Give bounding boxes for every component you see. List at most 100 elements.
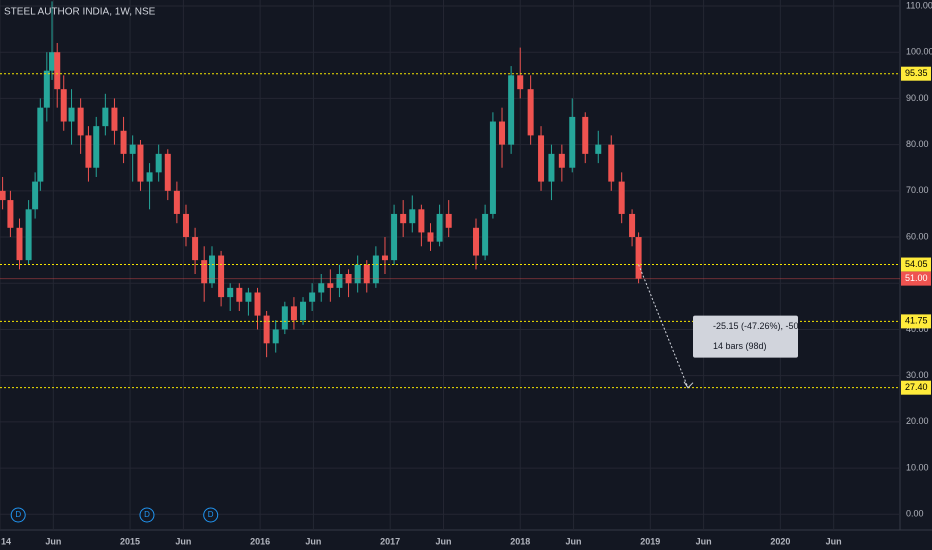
candle-body: [43, 70, 50, 108]
candle-body: [517, 75, 524, 90]
candle-body: [558, 153, 565, 168]
candle-body: [146, 172, 153, 182]
candle-body: [254, 292, 261, 316]
price-label: 95.35: [905, 68, 928, 78]
measure-box: [693, 315, 799, 358]
candle-body: [327, 283, 334, 288]
candle-body: [345, 274, 352, 284]
x-tick-label: Jun: [305, 536, 321, 546]
candle-body: [0, 190, 6, 201]
candle-body: [527, 89, 534, 136]
dividend-label: D: [208, 510, 214, 519]
candle-body: [85, 135, 92, 168]
x-tick-label: 2016: [250, 536, 270, 546]
candle-body: [635, 237, 642, 279]
candle-body: [290, 306, 297, 321]
candle-body: [263, 315, 270, 344]
last-price-bg: [901, 271, 931, 286]
candle-body: [618, 181, 625, 214]
dividend-label: D: [144, 510, 150, 519]
x-tick-label: Jun: [566, 536, 582, 546]
candle-body: [381, 255, 388, 261]
candle-body: [137, 144, 144, 182]
dividend-label: D: [15, 510, 21, 519]
candle-body: [49, 52, 56, 71]
candle-body: [201, 260, 208, 284]
y-tick-label: 70.00: [906, 185, 929, 195]
candle-body: [354, 264, 361, 284]
x-tick-label: Jun: [175, 536, 191, 546]
x-tick-label: Jun: [826, 536, 842, 546]
price-label-bg: [901, 257, 931, 272]
y-tick-label: 40.00: [906, 324, 929, 334]
price-label: 27.40: [905, 382, 928, 392]
candle-body: [93, 126, 100, 168]
last-price-label: 51.00: [905, 273, 928, 283]
y-tick-label: 10.00: [906, 462, 929, 472]
price-label-bg: [901, 314, 931, 329]
candle-body: [120, 130, 127, 154]
candle-body: [372, 255, 379, 284]
candle-body: [608, 144, 615, 182]
dividend-marker: [10, 507, 26, 523]
candle-body: [629, 213, 636, 238]
price-label-bg: [901, 380, 931, 395]
candle-body: [227, 287, 234, 298]
candle-body: [32, 181, 39, 210]
chart-title: STEEL AUTHOR INDIA, 1W, NSE: [4, 7, 156, 18]
candle-body: [272, 329, 279, 344]
candle-body: [391, 213, 398, 261]
x-tick-label: 2019: [640, 536, 660, 546]
price-label: 54.05: [905, 259, 928, 269]
price-label-bg: [901, 66, 931, 81]
y-tick-label: 60.00: [906, 231, 929, 241]
x-tick-label: Jun: [45, 536, 61, 546]
candle-body: [309, 292, 316, 302]
candle-body: [409, 209, 416, 224]
y-tick-label: 100.00: [906, 47, 932, 57]
y-tick-label: 110.00: [906, 0, 932, 10]
candle-body: [400, 213, 407, 224]
x-tick-label: Jun: [435, 536, 451, 546]
measure-arrow: [683, 381, 694, 389]
measure-text: 14 bars (98d): [713, 341, 767, 351]
candle-body: [582, 116, 589, 154]
candle-body: [164, 153, 171, 191]
candle-body: [318, 283, 325, 293]
candle-body: [129, 144, 136, 154]
candle-body: [281, 306, 288, 330]
dividend-marker: [139, 507, 155, 523]
candle-body: [300, 301, 307, 321]
candle-body: [54, 52, 61, 90]
candle-body: [473, 227, 480, 256]
candle-body: [436, 213, 443, 242]
candle-body: [363, 264, 370, 284]
y-tick-label: 20.00: [906, 416, 929, 426]
candle-body: [60, 89, 67, 122]
candle-body: [7, 200, 14, 228]
candle-body: [77, 107, 84, 136]
candle-body: [245, 292, 252, 302]
candle-body: [595, 144, 602, 154]
candle-body: [427, 232, 434, 242]
y-tick-label: 90.00: [906, 93, 929, 103]
candle-body: [25, 209, 32, 261]
candle-body: [16, 227, 23, 261]
dividend-marker: [203, 507, 219, 523]
y-tick-label: 30.00: [906, 370, 929, 380]
x-tick-label: 14: [1, 536, 11, 546]
y-tick-label: 0.00: [906, 509, 924, 519]
x-tick-label: Jun: [696, 536, 712, 546]
candle-body: [182, 213, 189, 238]
candle-body: [445, 213, 452, 228]
candle-body: [508, 75, 515, 145]
candle-body: [236, 287, 243, 302]
x-tick-label: 2018: [510, 536, 530, 546]
candle-body: [548, 153, 555, 182]
candle-body: [111, 107, 118, 131]
measure-text: -25.15 (-47.26%), -503: [713, 321, 804, 331]
x-tick-label: 2020: [770, 536, 790, 546]
candle-body: [336, 274, 343, 288]
